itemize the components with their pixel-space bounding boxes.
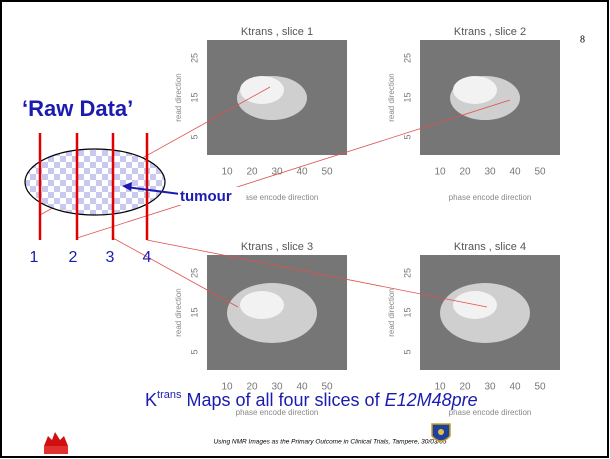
y-tick-label: 15	[189, 92, 199, 102]
y-tick-label: 5	[402, 134, 412, 139]
x-tick-label: 50	[534, 167, 546, 178]
y-tick-label: 25	[402, 53, 412, 63]
y-axis-label: read direction	[387, 288, 396, 336]
y-tick-label: 25	[189, 53, 199, 63]
y-axis-label: read direction	[174, 288, 183, 336]
panel-title: Ktrans , slice 2	[454, 26, 526, 38]
mri-tissue-bright	[240, 291, 284, 319]
panel-title: Ktrans , slice 4	[454, 241, 526, 253]
y-tick-label: 5	[402, 349, 412, 354]
caption-text: Maps of all four slices of	[181, 390, 384, 410]
slice-label: 3	[106, 249, 115, 266]
x-axis-label: phase encode direction	[236, 193, 319, 202]
y-tick-label: 15	[402, 307, 412, 317]
slice-label: 2	[69, 249, 78, 266]
mri-tissue-bright	[453, 76, 497, 104]
heading: ‘Raw Data’	[22, 96, 133, 121]
footer: Using NMR Images as the Primary Outcome …	[213, 439, 446, 446]
caption-prefix: K	[145, 390, 157, 410]
caption-superscript: trans	[157, 389, 182, 401]
y-tick-label: 25	[402, 268, 412, 278]
y-tick-label: 5	[189, 134, 199, 139]
slide: 8 Ktrans , slice 151525read direction102…	[0, 0, 610, 459]
y-tick-label: 5	[189, 349, 199, 354]
x-tick-label: 20	[459, 167, 471, 178]
x-tick-label: 30	[484, 167, 496, 178]
y-tick-label: 15	[402, 92, 412, 102]
panel-title: Ktrans , slice 3	[241, 241, 313, 253]
x-tick-label: 40	[296, 167, 308, 178]
y-tick-label: 25	[189, 268, 199, 278]
x-tick-label: 50	[321, 167, 333, 178]
y-axis-label: read direction	[174, 73, 183, 121]
x-axis-label: phase encode direction	[449, 193, 532, 202]
x-tick-label: 20	[246, 167, 258, 178]
y-tick-label: 15	[189, 307, 199, 317]
slice-label: 4	[143, 249, 152, 266]
x-tick-label: 40	[509, 167, 521, 178]
x-tick-label: 30	[484, 382, 496, 393]
slice-ellipse	[25, 149, 165, 215]
x-tick-label: 30	[271, 167, 283, 178]
caption: Ktrans Maps of all four slices of E12M48…	[145, 389, 478, 410]
x-tick-label: 40	[509, 382, 521, 393]
panel-title: Ktrans , slice 1	[241, 26, 313, 38]
x-tick-label: 50	[534, 382, 546, 393]
x-tick-label: 10	[221, 167, 233, 178]
y-axis-label: read direction	[387, 73, 396, 121]
slice-label: 1	[30, 249, 39, 266]
x-tick-label: 10	[434, 167, 446, 178]
slide-number: 8	[580, 34, 585, 45]
logo-right	[432, 424, 450, 441]
caption-emphasis: E12M48pre	[385, 390, 478, 410]
tumour-label: tumour	[180, 188, 232, 205]
